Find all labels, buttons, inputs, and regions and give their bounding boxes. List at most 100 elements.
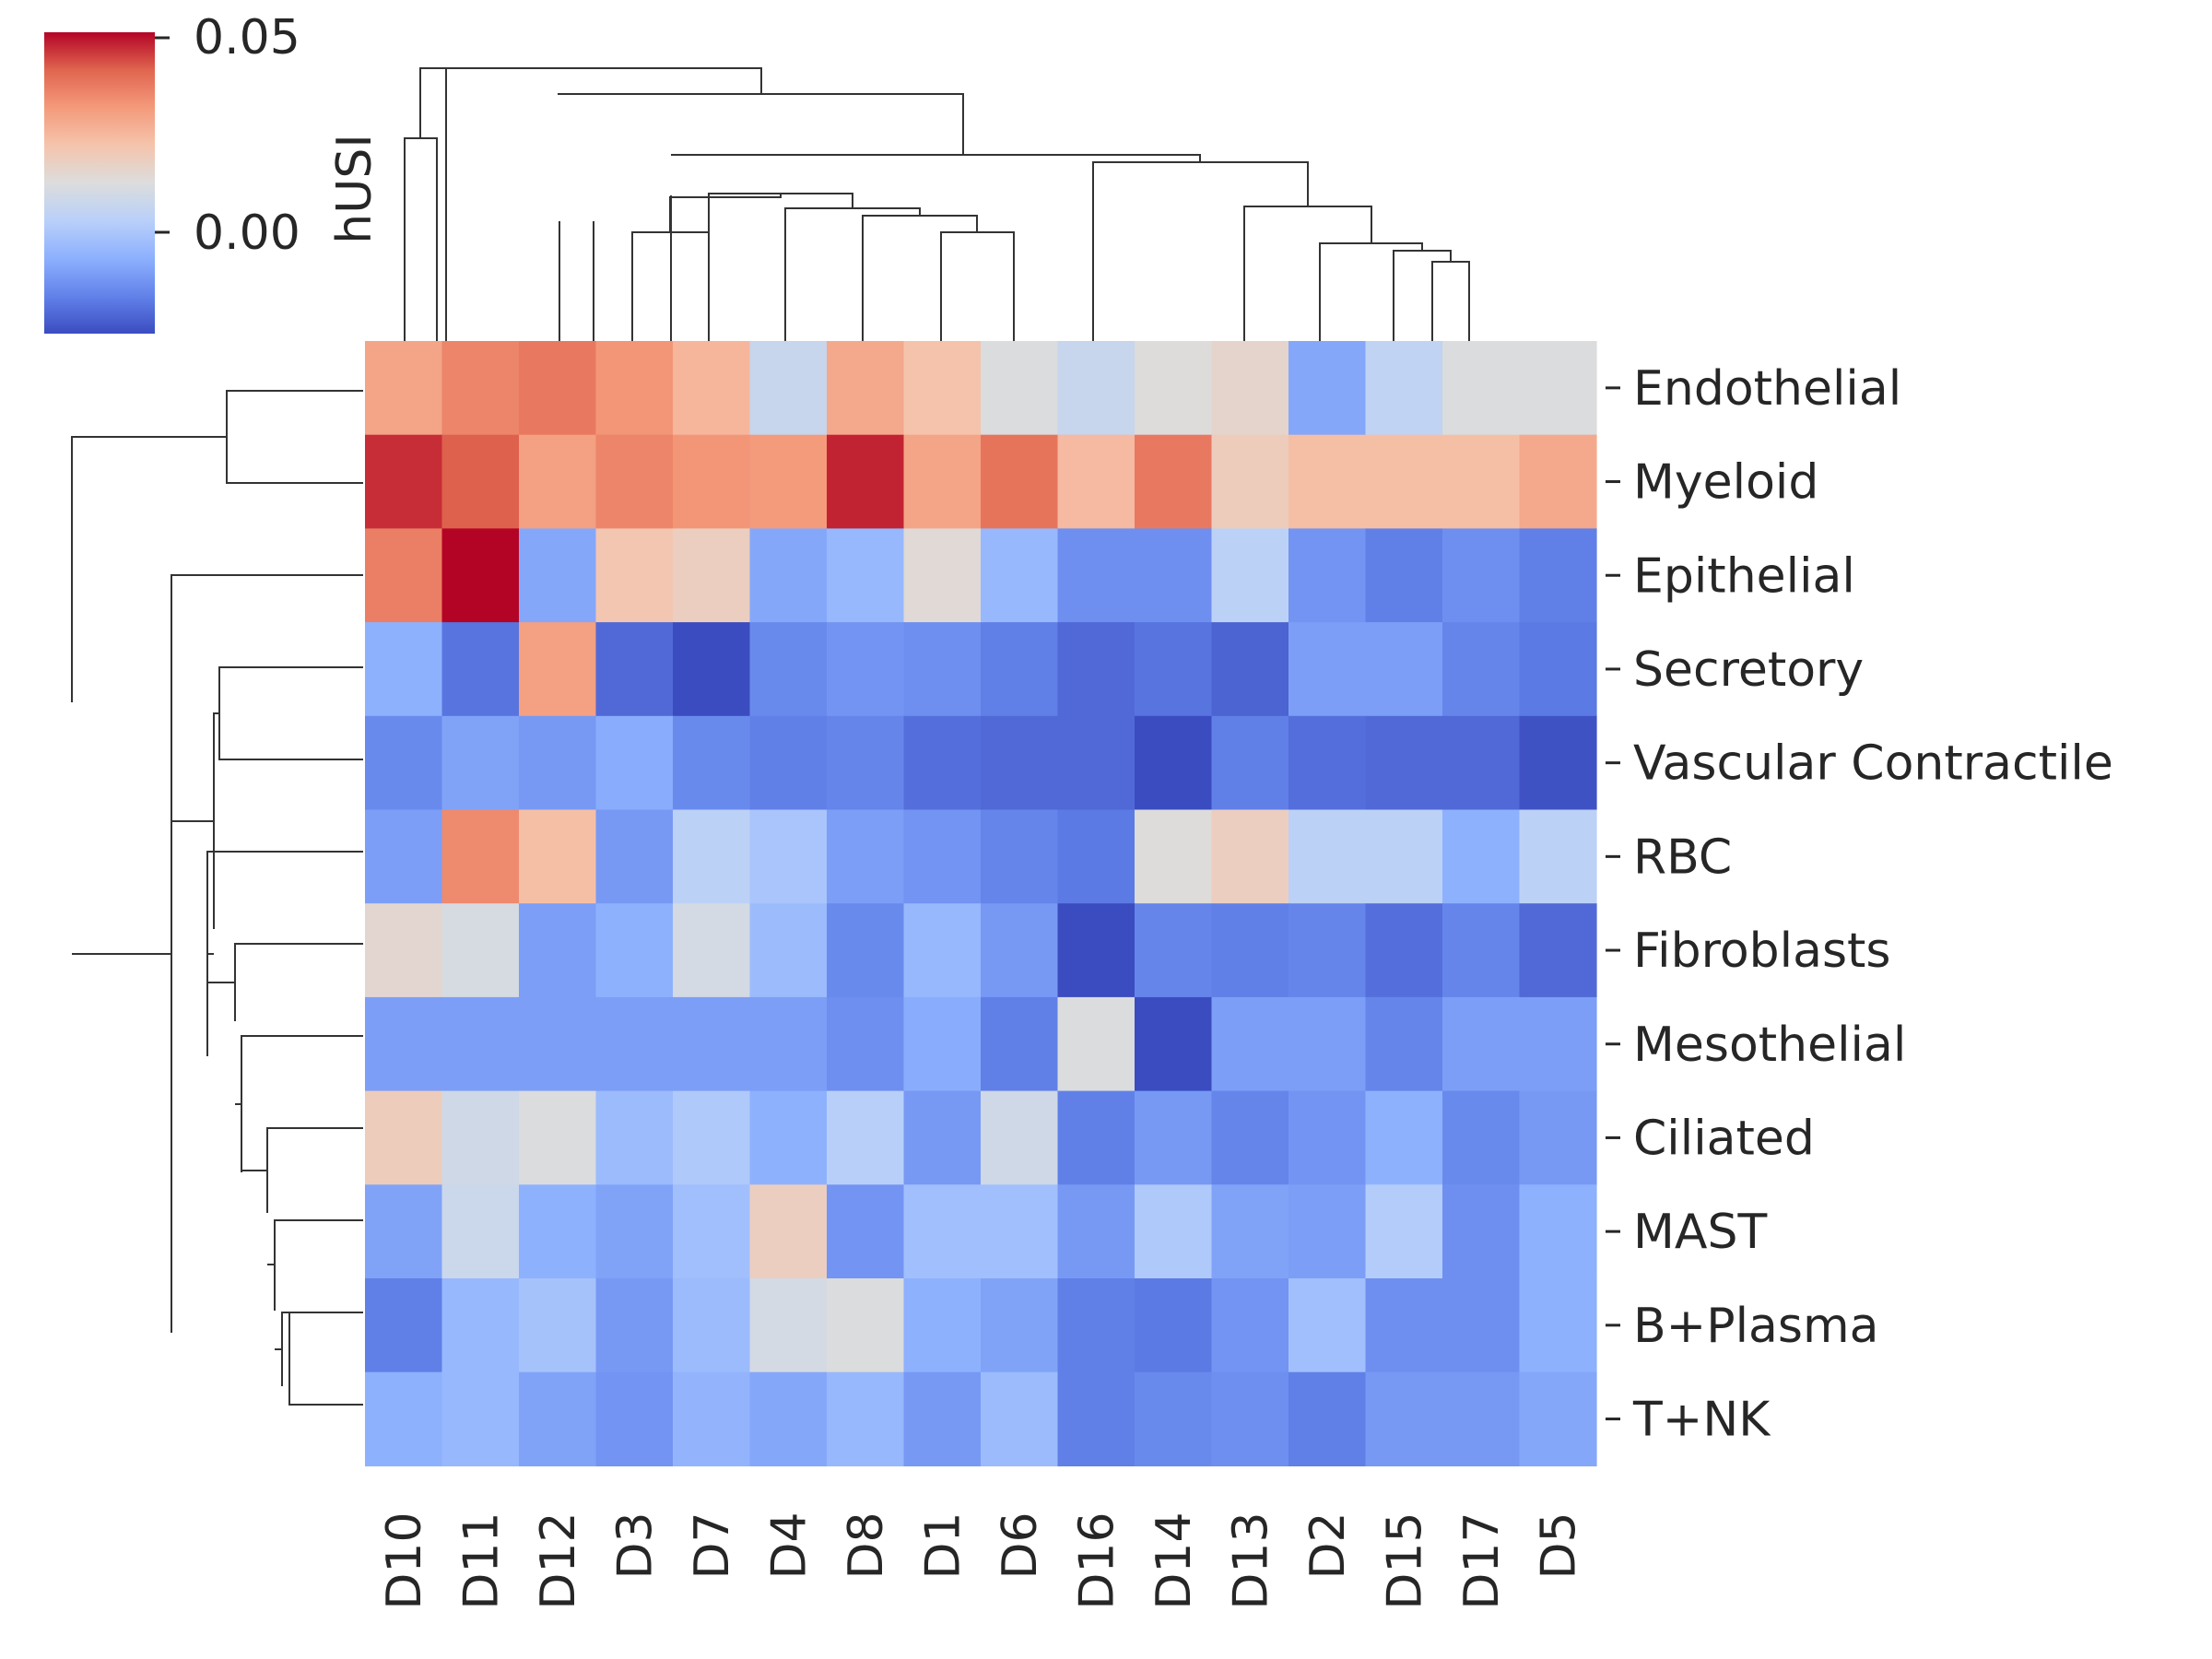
heatmap-cell-mesothelial-d17 bbox=[1442, 996, 1521, 1092]
column-label: D2 bbox=[1300, 1512, 1356, 1579]
heatmap-cell-mesothelial-d7 bbox=[673, 996, 751, 1092]
heatmap-cell-b-plasma-d8 bbox=[827, 1278, 905, 1373]
heatmap-cell-b-plasma-d3 bbox=[595, 1278, 674, 1373]
heatmap-cell-myeloid-d4 bbox=[749, 434, 828, 529]
heatmap-cell-fibroblasts-d14 bbox=[1135, 903, 1213, 998]
heatmap-cell-vascular-contractile-d1 bbox=[903, 715, 982, 811]
heatmap-cells bbox=[365, 341, 1597, 1466]
heatmap-cell-ciliated-d5 bbox=[1519, 1090, 1597, 1185]
heatmap-cell-fibroblasts-d17 bbox=[1442, 903, 1521, 998]
heatmap-cell-epithelial-d17 bbox=[1442, 528, 1521, 623]
heatmap-cell-mast-d4 bbox=[749, 1184, 828, 1279]
column-label: D17 bbox=[1454, 1512, 1510, 1609]
heatmap-cell-secretory-d5 bbox=[1519, 622, 1597, 717]
heatmap-cell-b-plasma-d10 bbox=[365, 1278, 443, 1373]
heatmap-cell-rbc-d3 bbox=[595, 809, 674, 904]
column-label: D8 bbox=[839, 1512, 894, 1579]
heatmap-cell-vascular-contractile-d7 bbox=[673, 715, 751, 811]
row-label: RBC bbox=[1633, 830, 1732, 885]
column-label: D6 bbox=[993, 1512, 1048, 1579]
heatmap-cell-secretory-d7 bbox=[673, 622, 751, 717]
heatmap-cell-t-nk-d1 bbox=[903, 1371, 982, 1466]
heatmap-cell-mast-d12 bbox=[519, 1184, 597, 1279]
row-label: MAST bbox=[1633, 1205, 1767, 1260]
heatmap-cell-vascular-contractile-d8 bbox=[827, 715, 905, 811]
heatmap-cell-epithelial-d6 bbox=[981, 528, 1059, 623]
heatmap-cell-t-nk-d4 bbox=[749, 1371, 828, 1466]
heatmap-cell-epithelial-d15 bbox=[1365, 528, 1443, 623]
heatmap-cell-epithelial-d8 bbox=[827, 528, 905, 623]
heatmap-cell-ciliated-d2 bbox=[1288, 1090, 1367, 1185]
heatmap-cell-vascular-contractile-d17 bbox=[1442, 715, 1521, 811]
heatmap-cell-mast-d10 bbox=[365, 1184, 443, 1279]
row-dendro-links bbox=[71, 390, 363, 1406]
heatmap-cell-myeloid-d13 bbox=[1211, 434, 1289, 529]
heatmap-cell-epithelial-d1 bbox=[903, 528, 982, 623]
row-label: Myeloid bbox=[1633, 455, 1818, 511]
heatmap-cell-mesothelial-d8 bbox=[827, 996, 905, 1092]
heatmap-cell-vascular-contractile-d14 bbox=[1135, 715, 1213, 811]
heatmap-cell-myeloid-d5 bbox=[1519, 434, 1597, 529]
heatmap-cell-ciliated-d1 bbox=[903, 1090, 982, 1185]
heatmap-cell-mast-d13 bbox=[1211, 1184, 1289, 1279]
heatmap-cell-mast-d1 bbox=[903, 1184, 982, 1279]
heatmap-cell-epithelial-d11 bbox=[441, 528, 520, 623]
heatmap-cell-epithelial-d5 bbox=[1519, 528, 1597, 623]
heatmap-cell-myeloid-d8 bbox=[827, 434, 905, 529]
heatmap-cell-rbc-d11 bbox=[441, 809, 520, 904]
column-label: D14 bbox=[1147, 1512, 1202, 1609]
heatmap-cell-vascular-contractile-d2 bbox=[1288, 715, 1367, 811]
heatmap-cell-epithelial-d2 bbox=[1288, 528, 1367, 623]
row-label: Endothelial bbox=[1633, 361, 1901, 417]
heatmap-cell-fibroblasts-d2 bbox=[1288, 903, 1367, 998]
heatmap-cell-myeloid-d14 bbox=[1135, 434, 1213, 529]
heatmap-cell-mast-d11 bbox=[441, 1184, 520, 1279]
row-label: Secretory bbox=[1633, 642, 1864, 698]
heatmap-cell-secretory-d13 bbox=[1211, 622, 1289, 717]
heatmap-cell-ciliated-d11 bbox=[441, 1090, 520, 1185]
heatmap-cell-b-plasma-d17 bbox=[1442, 1278, 1521, 1373]
heatmap-cell-endothelial-d4 bbox=[749, 341, 828, 436]
heatmap-cell-endothelial-d8 bbox=[827, 341, 905, 436]
heatmap-cell-myeloid-d3 bbox=[595, 434, 674, 529]
heatmap-cell-endothelial-d10 bbox=[365, 341, 443, 436]
heatmap-cell-secretory-d11 bbox=[441, 622, 520, 717]
heatmap-cell-mast-d8 bbox=[827, 1184, 905, 1279]
row-dendrogram bbox=[71, 390, 363, 1406]
colorbar-gradient bbox=[44, 32, 155, 334]
heatmap-cell-epithelial-d16 bbox=[1057, 528, 1135, 623]
heatmap-cell-myeloid-d7 bbox=[673, 434, 751, 529]
heatmap-cell-t-nk-d8 bbox=[827, 1371, 905, 1466]
heatmap-cell-endothelial-d12 bbox=[519, 341, 597, 436]
heatmap-cell-ciliated-d12 bbox=[519, 1090, 597, 1185]
heatmap-cell-secretory-d12 bbox=[519, 622, 597, 717]
heatmap-cell-ciliated-d16 bbox=[1057, 1090, 1135, 1185]
heatmap-cell-mast-d5 bbox=[1519, 1184, 1597, 1279]
heatmap-cell-secretory-d4 bbox=[749, 622, 828, 717]
heatmap-cell-rbc-d5 bbox=[1519, 809, 1597, 904]
heatmap-cell-fibroblasts-d3 bbox=[595, 903, 674, 998]
heatmap-cell-rbc-d12 bbox=[519, 809, 597, 904]
heatmap-cell-rbc-d14 bbox=[1135, 809, 1213, 904]
heatmap-cell-vascular-contractile-d12 bbox=[519, 715, 597, 811]
column-label: D12 bbox=[531, 1512, 586, 1609]
heatmap-cell-vascular-contractile-d3 bbox=[595, 715, 674, 811]
heatmap-cell-fibroblasts-d12 bbox=[519, 903, 597, 998]
heatmap-cell-myeloid-d16 bbox=[1057, 434, 1135, 529]
heatmap-cell-mast-d16 bbox=[1057, 1184, 1135, 1279]
heatmap-cell-mesothelial-d14 bbox=[1135, 996, 1213, 1092]
heatmap-cell-rbc-d4 bbox=[749, 809, 828, 904]
heatmap-cell-myeloid-d12 bbox=[519, 434, 597, 529]
heatmap-cell-t-nk-d17 bbox=[1442, 1371, 1521, 1466]
heatmap-cell-mesothelial-d13 bbox=[1211, 996, 1289, 1092]
heatmap-cell-endothelial-d13 bbox=[1211, 341, 1289, 436]
heatmap-cell-endothelial-d5 bbox=[1519, 341, 1597, 436]
row-label: T+NK bbox=[1632, 1393, 1771, 1448]
heatmap-cell-epithelial-d7 bbox=[673, 528, 751, 623]
heatmap-cell-t-nk-d10 bbox=[365, 1371, 443, 1466]
heatmap-cell-endothelial-d11 bbox=[441, 341, 520, 436]
row-label: Ciliated bbox=[1633, 1111, 1815, 1166]
column-label: D13 bbox=[1223, 1512, 1278, 1609]
heatmap-cell-secretory-d10 bbox=[365, 622, 443, 717]
heatmap-cell-mesothelial-d1 bbox=[903, 996, 982, 1092]
